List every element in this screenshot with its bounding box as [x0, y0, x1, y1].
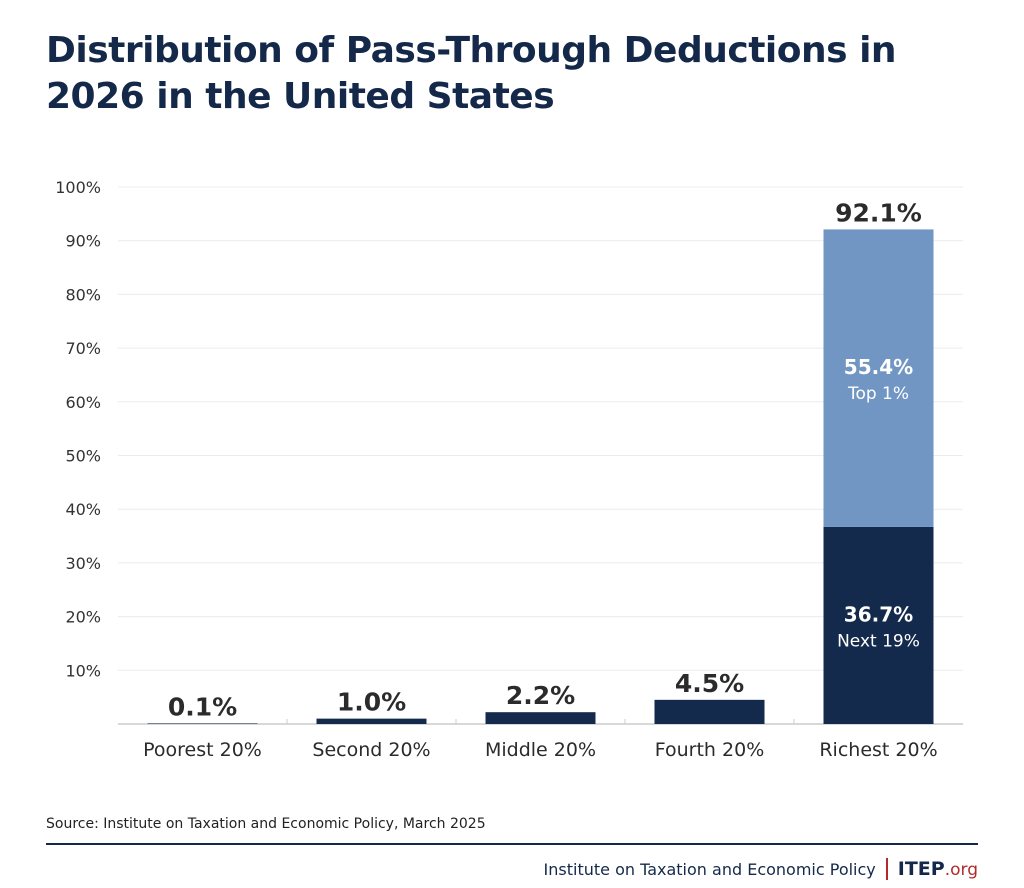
y-tick-label: 60%: [65, 393, 101, 412]
bar-value-label: 2.2%: [506, 681, 575, 710]
y-tick-label: 20%: [65, 608, 101, 627]
bar: [316, 718, 427, 724]
itep-logo[interactable]: ITEP.org: [897, 858, 978, 880]
y-tick-label: 10%: [65, 661, 101, 680]
chart-title: Distribution of Pass-Through Deductions …: [46, 30, 897, 117]
x-tick-label: Second 20%: [312, 739, 430, 761]
segment-name-label: Next 19%: [837, 631, 920, 651]
y-tick-label: 80%: [65, 285, 101, 304]
x-tick-label: Middle 20%: [485, 739, 596, 761]
source-note: Source: Institute on Taxation and Econom…: [46, 816, 486, 832]
bar-segment: [823, 526, 934, 724]
y-tick-label: 50%: [65, 447, 101, 466]
bar-chart: 10% 20% 30% 40% 50% 60% 70% 80% 90% 100% 0.1% Poore…: [55, 178, 963, 761]
y-tick-label: 100%: [55, 178, 101, 197]
bar-value-label: 4.5%: [675, 669, 744, 698]
bar-value-label: 92.1%: [835, 198, 922, 227]
bar-segment: [823, 229, 934, 527]
bar: [485, 712, 596, 724]
footer: Institute on Taxation and Economic Polic…: [544, 858, 978, 880]
y-tick-label: 30%: [65, 554, 101, 573]
segment-value-label: 36.7%: [844, 602, 913, 626]
x-tick-label: Poorest 20%: [143, 739, 262, 761]
x-tick-label: Fourth 20%: [655, 739, 765, 761]
bar: [147, 723, 258, 724]
bar-value-label: 1.0%: [337, 688, 406, 717]
y-tick-label: 90%: [65, 232, 101, 251]
bar: [654, 699, 765, 724]
y-tick-label: 70%: [65, 339, 101, 358]
bar-value-label: 0.1%: [168, 692, 237, 721]
footer-separator: [885, 858, 888, 880]
footer-divider: [46, 843, 978, 845]
y-tick-label: 40%: [65, 500, 101, 519]
x-tick-label: Richest 20%: [819, 739, 937, 761]
org-name: Institute on Taxation and Economic Polic…: [543, 859, 876, 879]
segment-name-label: Top 1%: [847, 384, 909, 404]
segment-value-label: 55.4%: [844, 355, 913, 379]
